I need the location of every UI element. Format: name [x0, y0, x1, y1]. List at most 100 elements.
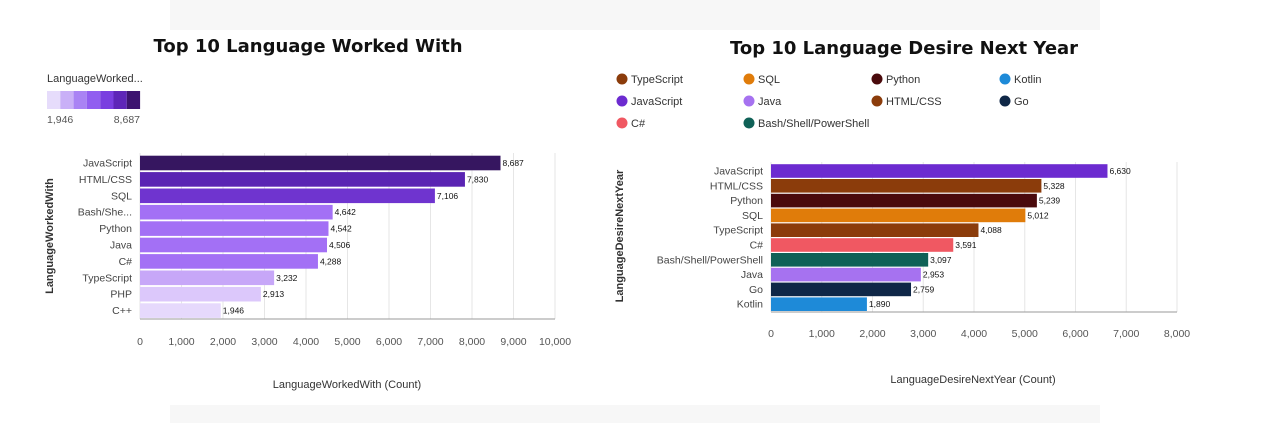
chart2-x-tick-label: 0	[768, 328, 774, 340]
chart2-x-axis-label: LanguageDesireNextYear (Count)	[890, 374, 1055, 386]
chart1-bar[interactable]	[140, 221, 329, 236]
chart2-x-tick-label: 2,000	[859, 328, 885, 340]
chart1-colorscale-swatch	[126, 91, 141, 109]
chart1-category-label: SQL	[111, 190, 132, 202]
chart2-legend-marker[interactable]	[616, 95, 628, 107]
chart2-x-tick-label: 1,000	[809, 328, 835, 340]
chart1-category-label: Bash/She...	[78, 207, 132, 219]
chart2-data-label: 5,239	[1039, 196, 1061, 206]
chart1-bar[interactable]	[140, 188, 435, 204]
chart1-data-label: 7,830	[467, 174, 489, 184]
chart2-category-label: Bash/Shell/PowerShell	[657, 254, 763, 266]
chart2-legend-marker[interactable]	[616, 117, 628, 129]
chart2-bar[interactable]	[771, 164, 1108, 178]
chart1-bar[interactable]	[140, 237, 327, 253]
chart2-legend-marker[interactable]	[743, 117, 755, 129]
chart2-bar[interactable]	[771, 297, 867, 311]
chart1-category-label: C#	[119, 256, 133, 268]
chart2-legend-marker[interactable]	[743, 95, 755, 107]
chart1-x-tick-label: 2,000	[210, 336, 236, 348]
chart2-category-label: Go	[749, 284, 763, 296]
chart2-legend-marker[interactable]	[871, 73, 883, 85]
chart1-category-label: TypeScript	[82, 272, 132, 284]
chart2-category-label: C#	[750, 240, 764, 252]
chart1-x-tick-label: 4,000	[293, 336, 319, 348]
chart2-y-axis-label: LanguageDesireNextYear	[614, 169, 626, 302]
chart1-colorscale-title: LanguageWorked...	[47, 73, 143, 85]
chart1-bar[interactable]	[140, 155, 501, 171]
chart1-x-tick-label: 8,000	[459, 336, 485, 348]
chart1-bar[interactable]	[140, 254, 318, 269]
chart2-bar[interactable]	[771, 253, 929, 267]
chart2-legend-label[interactable]: Go	[1014, 96, 1029, 108]
chart1-data-label: 2,913	[263, 289, 285, 299]
chart1-category-label: C++	[112, 305, 132, 317]
chart2-legend-marker[interactable]	[871, 95, 883, 107]
chart2-legend-label[interactable]: C#	[631, 118, 646, 130]
chart2-legend: TypeScript SQL Python Kotlin JavaScript Java H…	[616, 73, 1042, 130]
chart2-legend-label[interactable]: Java	[758, 96, 782, 108]
chart1-plot-area: 0 1,000 2,000 3,000 4,000 5,000 6,000 7,000 8,00…	[78, 153, 571, 348]
chart2-legend-label[interactable]: Python	[886, 74, 920, 86]
chart1-colorscale-swatch	[100, 91, 114, 109]
chart-desire-next-year: Top 10 Language Desire Next Year TypeScr…	[614, 38, 1190, 386]
chart2-x-tick-label: 3,000	[910, 328, 936, 340]
chart2-title: Top 10 Language Desire Next Year	[730, 38, 1078, 59]
background-watermark-bottom	[170, 405, 1100, 423]
chart2-legend-label[interactable]: TypeScript	[631, 74, 683, 86]
chart1-colorscale-max: 8,687	[114, 114, 140, 126]
chart1-bar[interactable]	[140, 270, 275, 286]
chart1-data-label: 8,687	[503, 158, 525, 168]
chart2-legend-marker[interactable]	[616, 73, 628, 85]
chart2-bar[interactable]	[771, 179, 1042, 193]
chart1-category-label: JavaScript	[83, 158, 132, 170]
chart1-bar[interactable]	[140, 286, 261, 302]
chart2-category-label: HTML/CSS	[710, 180, 763, 192]
chart2-legend-label[interactable]: Bash/Shell/PowerShell	[758, 118, 869, 130]
chart1-data-label: 3,232	[276, 273, 298, 283]
chart1-colorscale-swatch	[47, 91, 61, 109]
chart2-category-label: JavaScript	[714, 166, 763, 178]
chart2-bar[interactable]	[771, 267, 921, 282]
chart1-y-axis-label: LanguageWorkedWith	[44, 178, 56, 294]
chart2-data-label: 3,591	[955, 240, 977, 250]
chart2-data-label: 5,328	[1043, 181, 1065, 191]
chart2-bar[interactable]	[771, 238, 954, 252]
chart2-category-label: TypeScript	[713, 225, 763, 237]
chart2-data-label: 4,088	[980, 225, 1002, 235]
background-watermark	[170, 0, 1100, 30]
chart2-category-label: Python	[730, 195, 763, 207]
chart1-category-label: HTML/CSS	[79, 174, 132, 186]
chart2-bar[interactable]	[771, 208, 1026, 223]
chart1-bar[interactable]	[140, 303, 221, 318]
chart2-bar[interactable]	[771, 193, 1037, 208]
chart1-category-label: Java	[110, 240, 132, 252]
chart2-bar[interactable]	[771, 282, 912, 297]
chart1-x-tick-label: 3,000	[251, 336, 277, 348]
chart1-data-label: 1,946	[223, 306, 245, 316]
chart2-legend-label[interactable]: SQL	[758, 74, 780, 86]
chart1-x-tick-label: 5,000	[334, 336, 360, 348]
chart2-legend-label[interactable]: JavaScript	[631, 96, 682, 108]
chart1-colorscale-swatch	[73, 91, 87, 109]
chart1-colorscale	[47, 91, 141, 109]
chart2-x-tick-label: 7,000	[1113, 328, 1139, 340]
chart-worked-with: Top 10 Language Worked With LanguageWork…	[44, 36, 571, 391]
chart1-colorscale-swatch	[113, 91, 127, 109]
chart2-legend-label[interactable]: Kotlin	[1014, 74, 1042, 86]
chart1-category-label: Python	[99, 223, 132, 235]
chart2-data-label: 3,097	[930, 255, 952, 265]
chart2-legend-marker[interactable]	[743, 73, 755, 85]
chart1-title: Top 10 Language Worked With	[153, 36, 462, 57]
chart2-legend-marker[interactable]	[999, 73, 1011, 85]
chart2-legend-marker[interactable]	[999, 95, 1011, 107]
chart2-data-label: 5,012	[1027, 210, 1049, 220]
chart1-bar[interactable]	[140, 204, 333, 220]
chart1-x-tick-label: 10,000	[539, 336, 571, 348]
chart2-bar[interactable]	[771, 223, 979, 237]
chart1-bar[interactable]	[140, 172, 465, 187]
chart2-x-tick-label: 5,000	[1012, 328, 1038, 340]
chart2-category-label: Kotlin	[737, 299, 763, 311]
chart2-legend-label[interactable]: HTML/CSS	[886, 96, 942, 108]
